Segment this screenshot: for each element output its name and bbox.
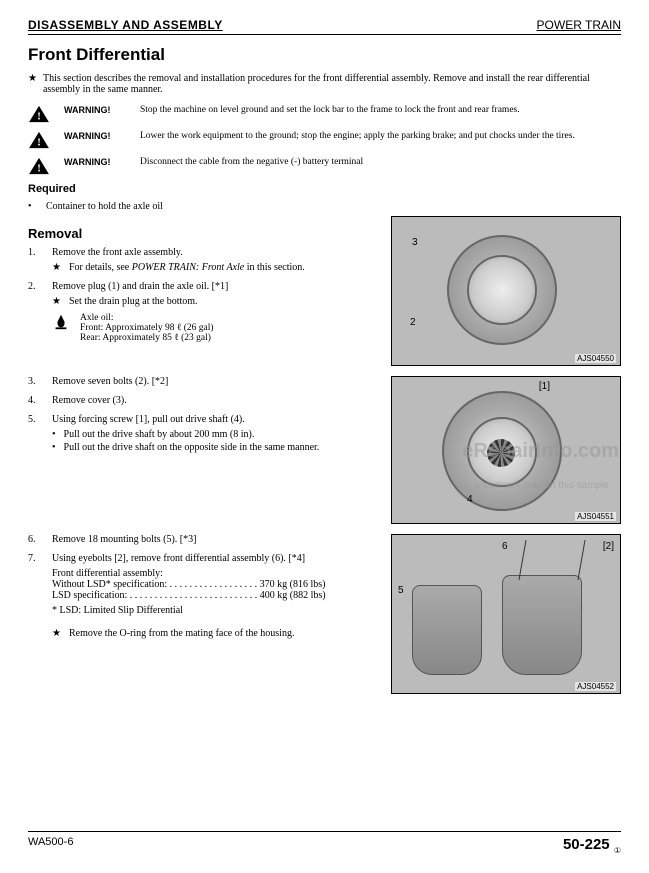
svg-text:!: !: [37, 110, 41, 122]
step-text: Using eyebolts [2], remove front differe…: [52, 553, 305, 564]
step-text: Remove seven bolts (2). [*2]: [52, 376, 168, 387]
assembly-without: Without LSD* specification: . . . . . . …: [52, 579, 379, 590]
figure-3: 5 6 [2] AJS04552: [391, 534, 621, 694]
step-number: 1.: [28, 247, 42, 258]
bullet-icon: •: [52, 442, 56, 453]
warnings-block: ! WARNING! Stop the machine on level gro…: [28, 105, 621, 175]
figure-1: 3 2 AJS04550: [391, 216, 621, 366]
bullet-icon: •: [52, 429, 56, 440]
warning-text: Disconnect the cable from the negative (…: [140, 157, 621, 167]
step-text: Remove 18 mounting bolts (5). [*3]: [52, 534, 196, 545]
callout: 5: [398, 585, 404, 596]
figure-label: AJS04552: [575, 682, 616, 691]
step-bullet: Pull out the drive shaft on the opposite…: [64, 442, 320, 453]
bullet-icon: •: [28, 201, 36, 212]
star-icon: ★: [52, 262, 61, 273]
assembly-note: * LSD: Limited Slip Differential: [52, 605, 379, 616]
step-text: Remove the front axle assembly.: [52, 247, 183, 258]
warning-text: Stop the machine on level ground and set…: [140, 105, 621, 115]
header-right: POWER TRAIN: [537, 18, 621, 32]
oil-label: Axle oil:: [80, 313, 214, 323]
svg-text:!: !: [37, 162, 41, 174]
step-number: 3.: [28, 376, 42, 387]
required-heading: Required: [28, 183, 621, 195]
oil-front: Front: Approximately 98 ℓ (26 gal): [80, 323, 214, 333]
warning-text: Lower the work equipment to the ground; …: [140, 131, 621, 141]
step-bullet: Pull out the drive shaft by about 200 mm…: [64, 429, 255, 440]
oil-rear: Rear: Approximately 85 ℓ (23 gal): [80, 333, 214, 343]
step-number: 6.: [28, 534, 42, 545]
warning-label: WARNING!: [64, 105, 126, 115]
callout: 3: [412, 237, 418, 248]
warning-label: WARNING!: [64, 157, 126, 167]
step-number: 5.: [28, 414, 42, 425]
oil-icon: [52, 313, 70, 343]
star-icon: ★: [52, 628, 61, 639]
footer-right: 50-225 ①: [563, 836, 621, 855]
intro-text: This section describes the removal and i…: [43, 73, 621, 95]
step-text: Remove cover (3).: [52, 395, 127, 406]
step-number: 7.: [28, 553, 42, 564]
page-title: Front Differential: [28, 45, 621, 65]
callout: [2]: [603, 541, 614, 552]
header-left: DISASSEMBLY AND ASSEMBLY: [28, 18, 223, 32]
assembly-last: Remove the O-ring from the mating face o…: [69, 628, 295, 639]
callout: 2: [410, 317, 416, 328]
svg-text:!: !: [37, 136, 41, 148]
figure-label: AJS04551: [575, 512, 616, 521]
warning-icon: !: [28, 157, 50, 175]
assembly-lsd: LSD specification: . . . . . . . . . . .…: [52, 590, 379, 601]
warning-icon: !: [28, 131, 50, 149]
step-sub: For details, see POWER TRAIN: Front Axle…: [69, 262, 305, 273]
step-sub: Set the drain plug at the bottom.: [69, 296, 198, 307]
watermark-sub: watermark only on this sample: [474, 480, 609, 491]
removal-heading: Removal: [28, 226, 379, 241]
star-icon: ★: [28, 73, 37, 84]
figure-label: AJS04550: [575, 354, 616, 363]
callout: [1]: [539, 381, 550, 392]
required-item: Container to hold the axle oil: [46, 201, 163, 212]
step-number: 2.: [28, 281, 42, 292]
warning-icon: !: [28, 105, 50, 123]
footer-left: WA500-6: [28, 836, 73, 855]
assembly-title: Front differential assembly:: [52, 568, 379, 579]
warning-label: WARNING!: [64, 131, 126, 141]
callout: 6: [502, 541, 508, 552]
step-number: 4.: [28, 395, 42, 406]
callout: 4: [467, 494, 473, 505]
step-text: Remove plug (1) and drain the axle oil. …: [52, 281, 228, 292]
step-text: Using forcing screw [1], pull out drive …: [52, 414, 245, 425]
star-icon: ★: [52, 296, 61, 307]
watermark: eRepairInfo.com: [462, 440, 619, 463]
